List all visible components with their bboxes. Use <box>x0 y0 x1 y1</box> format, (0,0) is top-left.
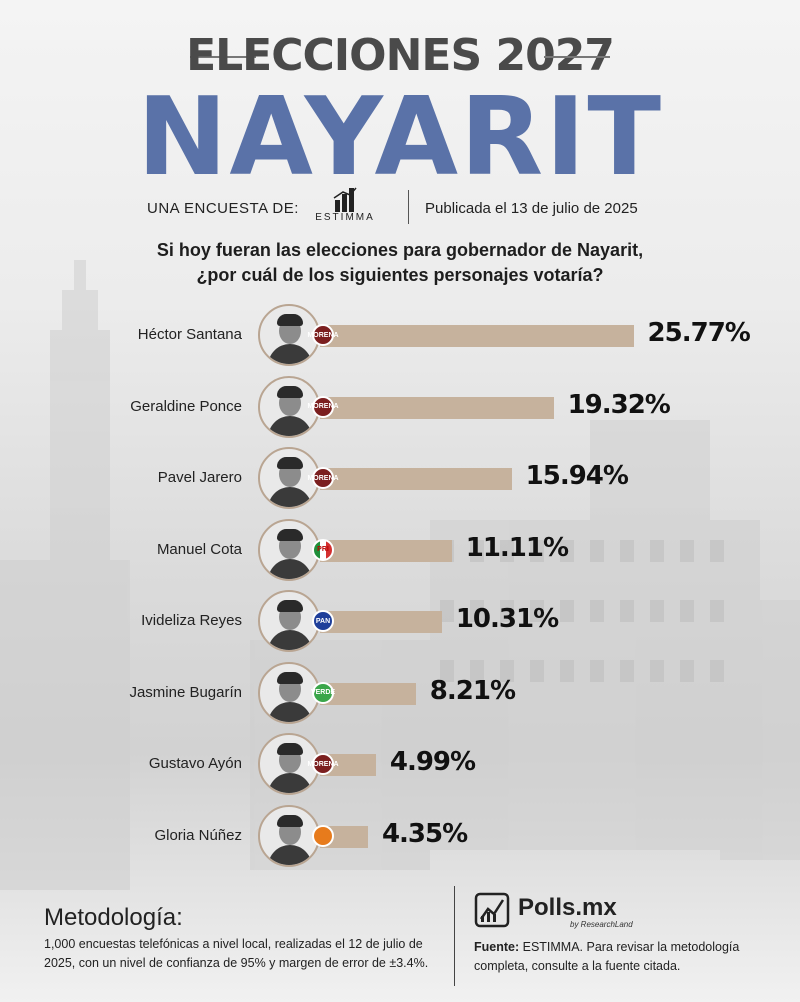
bar-chart-icon <box>333 187 357 212</box>
brand-name: Polls.mx <box>518 894 617 921</box>
vote-bar <box>320 325 634 347</box>
party-logo-morena: MORENA <box>307 395 339 418</box>
value-label: 8.21% <box>429 675 516 706</box>
bar-row: Geraldine Ponce MORENA 19.32% <box>0 375 800 440</box>
bar-row: Manuel Cota PRI 11.11% <box>0 518 800 583</box>
survey-question: Si hoy fueran las elecciones para gobern… <box>0 238 800 288</box>
party-logo-verde: VERDE <box>311 681 335 704</box>
question-line-1: Si hoy fueran las elecciones para gobern… <box>156 240 644 260</box>
candidate-name: Geraldine Ponce <box>130 397 242 415</box>
vote-bar <box>320 539 452 562</box>
candidate-name: Gloria Núñez <box>154 826 242 844</box>
pollster-logo-word: ESTIMMA <box>315 212 375 223</box>
state-title: NAYARIT <box>136 75 664 200</box>
candidate-name: Gustavo Ayón <box>148 755 242 772</box>
value-label: 4.35% <box>381 818 468 849</box>
candidate-photo <box>258 804 320 867</box>
methodology-body: 1,000 encuestas telefónicas a nivel loca… <box>44 937 429 970</box>
candidate-photo <box>258 375 320 438</box>
candidate-name: Pavel Jarero <box>157 469 242 486</box>
bar-row: Gustavo Ayón MORENA 4.99% <box>0 733 800 797</box>
published-date: Publicada el 13 de julio de 2025 <box>425 200 638 217</box>
party-logo-morena: MORENA <box>307 467 339 489</box>
estimma-logo: ESTIMMA <box>310 186 380 226</box>
candidate-photo <box>258 733 320 795</box>
source-note: Fuente: ESTIMMA. Para revisar la metodol… <box>474 938 774 976</box>
candidate-photo <box>258 447 320 509</box>
source-label: Fuente: <box>474 940 520 954</box>
polls-logo-icon <box>474 892 510 928</box>
question-line-2: ¿por cuál de los siguientes personajes v… <box>196 265 604 285</box>
candidate-photo <box>258 304 320 366</box>
page-title: ELECCIONES 2027 <box>186 30 615 81</box>
candidate-name: Héctor Santana <box>137 326 242 343</box>
vote-bar <box>320 682 416 705</box>
header-divider <box>408 190 409 224</box>
candidate-photo <box>258 661 320 724</box>
bar-row: Pavel Jarero MORENA 15.94% <box>0 447 800 511</box>
value-label: 11.11% <box>465 532 569 563</box>
survey-by-label: UNA ENCUESTA DE: <box>147 200 299 217</box>
source-text: ESTIMMA. Para revisar la metodología com… <box>474 940 740 973</box>
value-label: 15.94% <box>525 461 629 491</box>
party-logo-morena: MORENA <box>307 753 339 775</box>
value-label: 4.99% <box>389 747 476 777</box>
vote-bar <box>320 396 554 419</box>
candidate-photo <box>258 590 320 652</box>
value-label: 10.31% <box>455 604 559 634</box>
value-label: 19.32% <box>567 389 671 420</box>
vote-bar <box>320 611 442 633</box>
title-rule-left <box>190 56 256 58</box>
party-logo-pri: PRI <box>312 538 334 561</box>
title-rule-right <box>544 56 610 58</box>
party-logo-morena: MORENA <box>307 324 339 346</box>
vote-bar <box>320 468 512 490</box>
bar-row: Ivideliza Reyes PAN 10.31% <box>0 590 800 654</box>
methodology-title: Metodología: <box>44 904 183 931</box>
candidate-name: Jasmine Bugarín <box>129 683 242 701</box>
candidate-name: Manuel Cota <box>156 540 242 558</box>
party-logo-pan: PAN <box>312 610 334 632</box>
candidate-name: Ivideliza Reyes <box>141 612 242 629</box>
bar-row: Jasmine Bugarín VERDE 8.21% <box>0 661 800 726</box>
value-label: 25.77% <box>647 318 751 348</box>
bar-row: Héctor Santana MORENA 25.77% <box>0 304 800 368</box>
brand-tagline: by ResearchLand <box>570 920 633 929</box>
bar-row: Gloria Núñez 4.35% <box>0 804 800 869</box>
footer-divider <box>454 886 455 986</box>
party-logo-mc <box>312 824 334 847</box>
candidate-photo <box>258 518 320 581</box>
vote-bar <box>320 754 376 776</box>
